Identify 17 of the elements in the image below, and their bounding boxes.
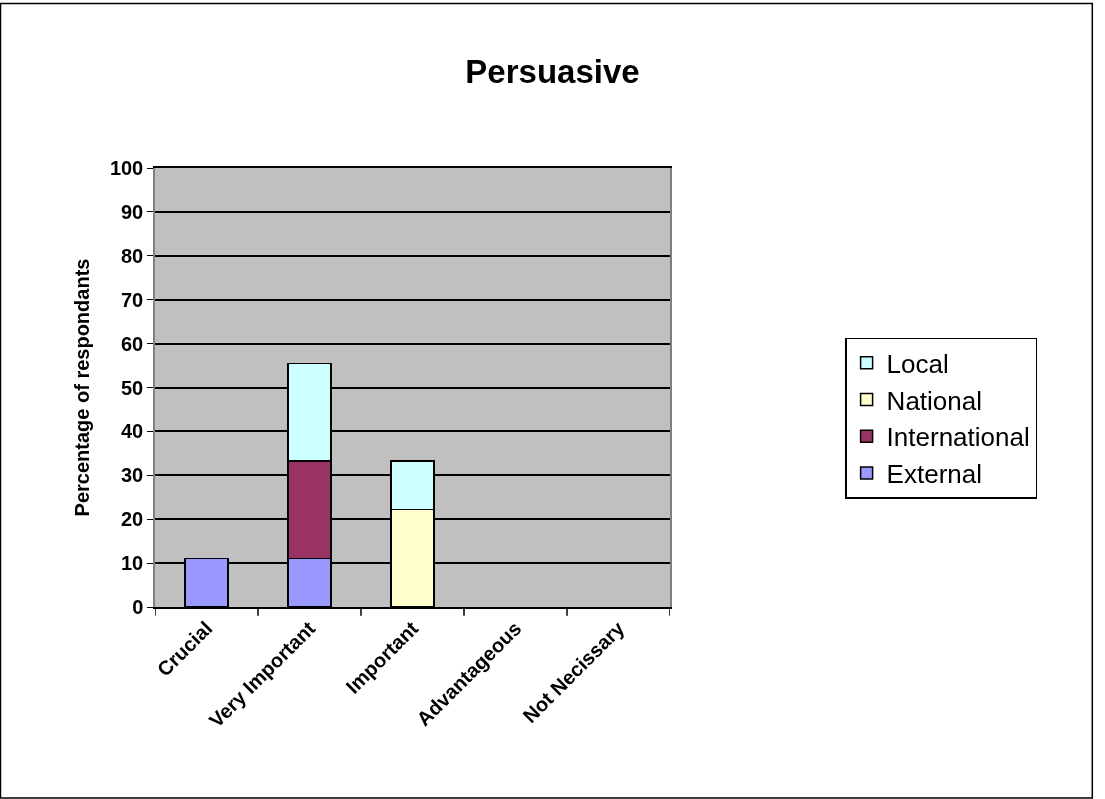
legend-label: National [886, 385, 983, 416]
y-tick-label: 60 [121, 332, 144, 355]
y-tick-label: 80 [121, 244, 144, 267]
legend-label: External [886, 459, 982, 490]
y-tick-label: 10 [121, 552, 144, 575]
y-tick-label: 70 [121, 288, 144, 311]
y-axis-title: Percentage of respondants [70, 258, 93, 517]
y-tick-label: 0 [132, 596, 144, 618]
chart-title: Persuasive [465, 53, 640, 91]
legend-label: Local [886, 348, 949, 379]
y-tick-label: 100 [109, 157, 144, 179]
y-tick-label: 20 [121, 508, 144, 531]
legend-label: International [886, 422, 1030, 453]
y-tick-label: 50 [121, 376, 144, 399]
y-tick-label: 90 [121, 200, 144, 223]
y-tick-label: 30 [121, 464, 144, 487]
y-tick-label: 40 [121, 420, 144, 443]
